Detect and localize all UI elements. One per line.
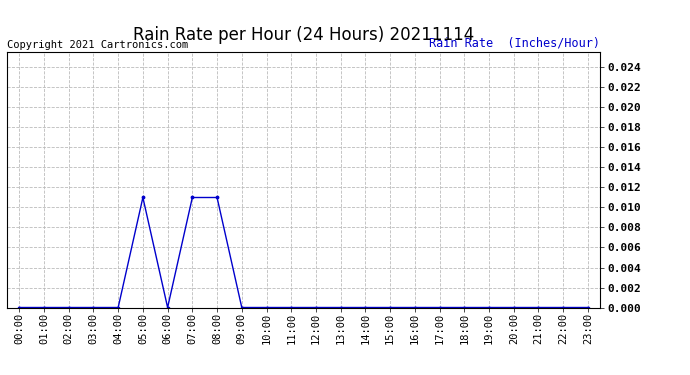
- Text: Copyright 2021 Cartronics.com: Copyright 2021 Cartronics.com: [7, 40, 188, 50]
- Text: Rain Rate per Hour (24 Hours) 20211114: Rain Rate per Hour (24 Hours) 20211114: [133, 26, 474, 44]
- Text: Rain Rate  (Inches/Hour): Rain Rate (Inches/Hour): [429, 37, 600, 50]
